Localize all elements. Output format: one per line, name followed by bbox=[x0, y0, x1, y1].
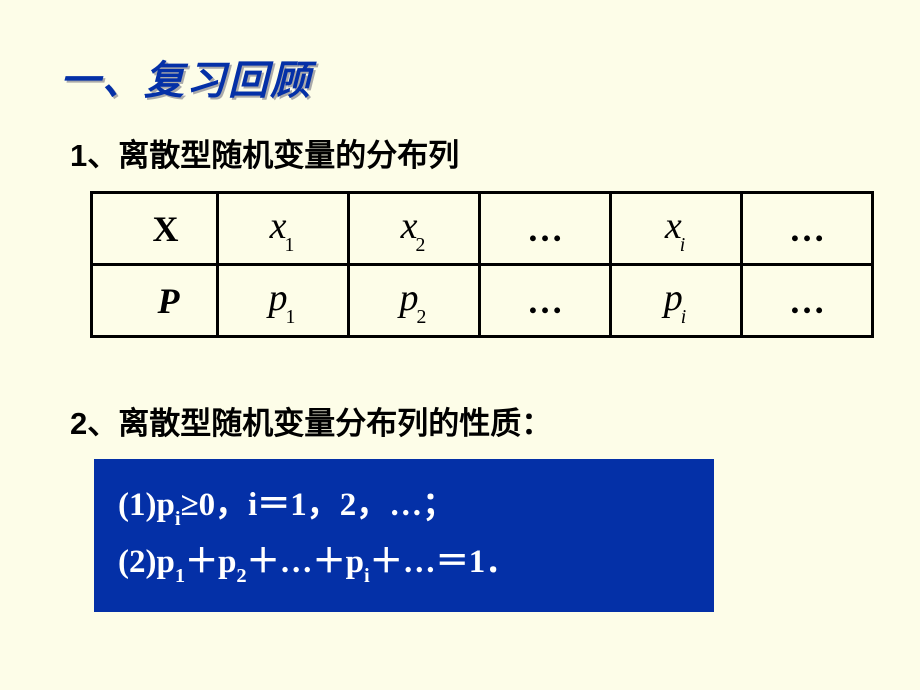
table-row: P p1 p2 … pi … bbox=[92, 265, 873, 337]
distribution-table: X x1 x2 … xi … P p1 p2 … pi bbox=[90, 191, 874, 338]
property-line-2: (2)p1＋p2＋…＋pi＋…＝1． bbox=[118, 534, 690, 591]
properties-box: (1)pi≥0，i＝1，2，…； (2)p1＋p2＋…＋pi＋…＝1． bbox=[94, 459, 714, 612]
row2-header: P bbox=[92, 265, 218, 337]
cell-dots: … bbox=[742, 193, 873, 265]
row1-header: X bbox=[92, 193, 218, 265]
section2-heading: 2、离散型随机变量分布列的性质： bbox=[70, 398, 870, 443]
table-row: X x1 x2 … xi … bbox=[92, 193, 873, 265]
cell-p2: p2 bbox=[349, 265, 480, 337]
cell-xi: xi bbox=[611, 193, 742, 265]
cell-x2: x2 bbox=[349, 193, 480, 265]
cell-dots: … bbox=[480, 265, 611, 337]
cell-pi: pi bbox=[611, 265, 742, 337]
cell-dots: … bbox=[742, 265, 873, 337]
cell-x1: x1 bbox=[218, 193, 349, 265]
property-line-1: (1)pi≥0，i＝1，2，…； bbox=[118, 477, 690, 534]
cell-p1: p1 bbox=[218, 265, 349, 337]
slide-container: 一、复习回顾 1、离散型随机变量的分布列 X x1 x2 … xi … P p1… bbox=[0, 0, 920, 652]
slide-title: 一、复习回顾 bbox=[60, 48, 870, 106]
cell-dots: … bbox=[480, 193, 611, 265]
section1-heading: 1、离散型随机变量的分布列 bbox=[70, 130, 870, 175]
